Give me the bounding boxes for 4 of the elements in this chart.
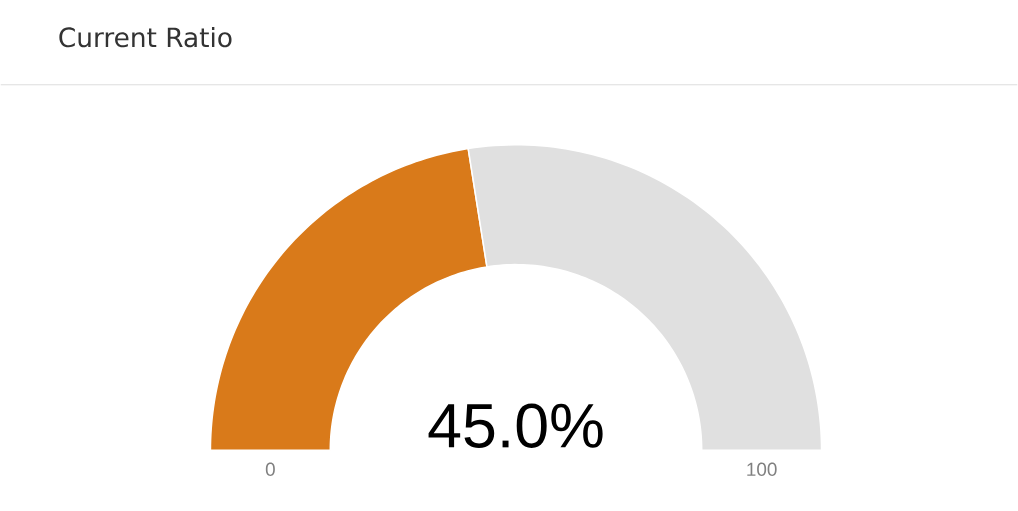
chart-title: Current Ratio bbox=[59, 26, 232, 48]
text: 100 bbox=[747, 462, 777, 476]
data-label: 45.0% bbox=[428, 403, 603, 448]
text: 0 bbox=[265, 462, 275, 476]
